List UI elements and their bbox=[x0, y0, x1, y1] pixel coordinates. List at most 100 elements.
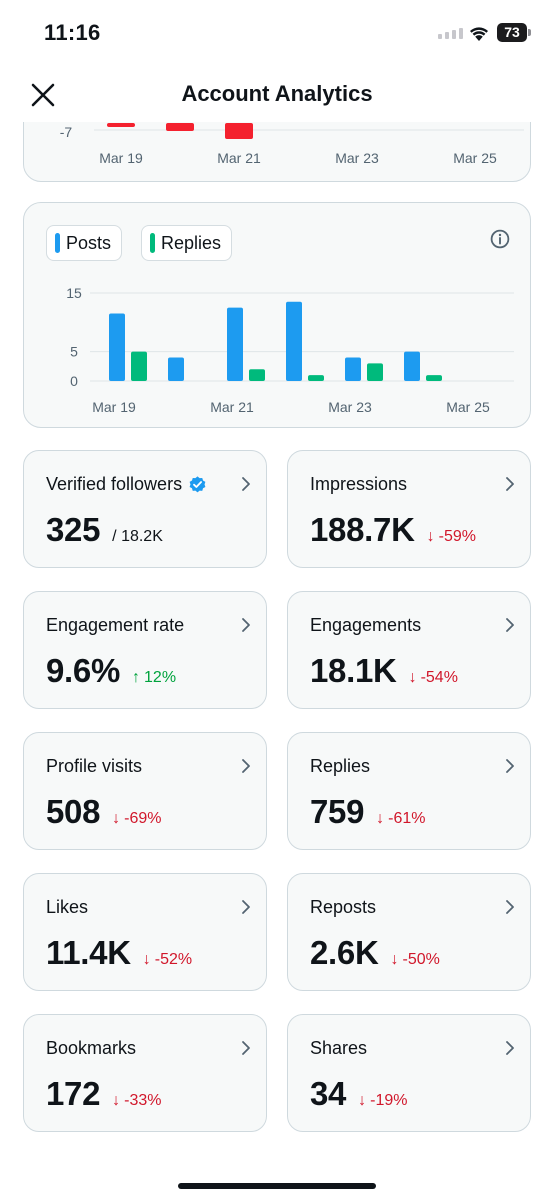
metric-change-value: 12% bbox=[144, 669, 177, 686]
metric-value-row: 188.7K ↓ -59% bbox=[310, 511, 476, 549]
bar-posts bbox=[227, 307, 243, 381]
metric-change: ↓ -69% bbox=[112, 810, 161, 828]
chevron-right-icon bbox=[506, 759, 514, 773]
metric-value: 2.6K bbox=[310, 934, 379, 971]
x-tick-label: Mar 25 bbox=[446, 399, 490, 415]
metric-tile-replies[interactable]: Replies 759 ↓ -61% bbox=[287, 732, 531, 850]
arrow-up-icon: ↑ bbox=[132, 669, 141, 686]
arrow-down-icon: ↓ bbox=[408, 669, 417, 686]
metric-change-value: -50% bbox=[402, 951, 440, 968]
metric-label-text: Bookmarks bbox=[46, 1038, 137, 1058]
chevron-right-icon bbox=[242, 759, 250, 773]
wifi-icon bbox=[470, 27, 488, 41]
metric-label-text: Shares bbox=[310, 1038, 368, 1058]
close-icon[interactable] bbox=[28, 80, 58, 110]
metric-tile-reposts[interactable]: Reposts 2.6K ↓ -50% bbox=[287, 873, 531, 991]
bar-net-followers bbox=[225, 123, 253, 139]
bar-replies bbox=[131, 351, 147, 381]
net-followers-chart: -7 Mar 19 Mar 21 Mar 23 Mar 25 bbox=[60, 123, 524, 166]
metric-value: 172 bbox=[46, 1075, 101, 1112]
bar-posts bbox=[404, 351, 420, 381]
y-tick-label: 5 bbox=[70, 344, 78, 360]
metric-value: 759 bbox=[310, 793, 365, 830]
chevron-right-icon bbox=[506, 900, 514, 914]
metric-label-text: Likes bbox=[46, 897, 89, 917]
metric-tile-bookmarks[interactable]: Bookmarks 172 ↓ -33% bbox=[23, 1014, 267, 1132]
replies-swatch bbox=[150, 233, 155, 253]
legend-replies[interactable]: Replies bbox=[141, 225, 233, 261]
metric-tile-shares[interactable]: Shares 34 ↓ -19% bbox=[287, 1014, 531, 1132]
chevron-right-icon bbox=[506, 618, 514, 632]
metric-change: ↓ -52% bbox=[143, 951, 192, 969]
x-tick-label: Mar 25 bbox=[453, 150, 497, 166]
metric-value: 18.1K bbox=[310, 652, 397, 689]
legend-posts[interactable]: Posts bbox=[46, 225, 123, 261]
posts-replies-chart: 15 5 0 Mar 19 Mar 21 Mar 23 Mar 25 bbox=[66, 285, 514, 415]
legend-replies-label: Replies bbox=[161, 232, 222, 253]
bar-posts bbox=[345, 357, 361, 381]
metric-tile-impressions[interactable]: Impressions 188.7K ↓ -59% bbox=[287, 450, 531, 568]
arrow-down-icon: ↓ bbox=[358, 1092, 367, 1109]
metric-change: ↓ -54% bbox=[409, 669, 458, 687]
metric-value-row: 2.6K ↓ -50% bbox=[310, 934, 440, 972]
arrow-down-icon: ↓ bbox=[142, 951, 151, 968]
metric-label-text: Verified followers bbox=[46, 474, 183, 494]
x-tick-label: Mar 23 bbox=[335, 150, 379, 166]
arrow-down-icon: ↓ bbox=[112, 810, 121, 827]
status-time: 11:16 bbox=[44, 20, 101, 45]
chevron-right-icon bbox=[242, 1041, 250, 1055]
info-circle-icon[interactable] bbox=[490, 229, 510, 249]
metric-value: 9.6% bbox=[46, 652, 121, 689]
chevron-right-icon bbox=[506, 1041, 514, 1055]
y-tick-label: -7 bbox=[60, 124, 73, 140]
metric-tile-engagements[interactable]: Engagements 18.1K ↓ -54% bbox=[287, 591, 531, 709]
metric-value-row: 34 ↓ -19% bbox=[310, 1075, 407, 1113]
metric-value-row: 11.4K ↓ -52% bbox=[46, 934, 192, 972]
posts-swatch bbox=[55, 233, 60, 253]
metric-tile-profile-visits[interactable]: Profile visits 508 ↓ -69% bbox=[23, 732, 267, 850]
metric-change-value: -52% bbox=[154, 951, 193, 968]
metric-value-row: 325 / 18.2K bbox=[46, 511, 163, 549]
posts-replies-chart-card: Posts Replies 15 5 0 Mar 19 Mar 21 Mar 23 Mar … bbox=[23, 202, 531, 428]
metric-label-text: Profile visits bbox=[46, 756, 143, 776]
metric-value: 325 bbox=[46, 511, 101, 548]
status-bar: 11:16 73 bbox=[0, 0, 554, 64]
verified-badge-icon bbox=[189, 476, 206, 493]
metric-change: ↓ -33% bbox=[112, 1092, 161, 1110]
bar-replies bbox=[249, 369, 265, 381]
metric-label-text: Replies bbox=[310, 756, 371, 776]
battery-icon: 73 bbox=[497, 23, 527, 42]
metric-tile-engagement-rate[interactable]: Engagement rate 9.6% ↑ 12% bbox=[23, 591, 267, 709]
y-tick-label: 15 bbox=[66, 285, 82, 301]
metric-tile-likes[interactable]: Likes 11.4K ↓ -52% bbox=[23, 873, 267, 991]
arrow-down-icon: ↓ bbox=[426, 528, 435, 545]
metric-label: Verified followers bbox=[46, 474, 207, 495]
metric-change-value: -19% bbox=[370, 1092, 408, 1109]
bar-posts bbox=[109, 313, 125, 381]
bar-replies bbox=[308, 375, 324, 381]
metric-value: 188.7K bbox=[310, 511, 415, 548]
metric-label: Replies bbox=[310, 756, 370, 777]
bar-net-followers bbox=[107, 123, 135, 127]
chevron-right-icon bbox=[242, 618, 250, 632]
metric-change: ↓ -50% bbox=[391, 951, 440, 969]
metric-label: Impressions bbox=[310, 474, 407, 495]
page-title: Account Analytics bbox=[181, 81, 373, 106]
arrow-down-icon: ↓ bbox=[376, 810, 385, 827]
cellular-signal-icon bbox=[438, 28, 463, 39]
x-tick-label: Mar 21 bbox=[210, 399, 254, 415]
metric-label-text: Impressions bbox=[310, 474, 408, 494]
metric-value-row: 18.1K ↓ -54% bbox=[310, 652, 458, 690]
metric-value: 34 bbox=[310, 1075, 347, 1112]
metric-change: ↓ -59% bbox=[427, 528, 476, 546]
bar-replies bbox=[367, 363, 383, 381]
metric-value: 508 bbox=[46, 793, 101, 830]
metric-tile-verified-followers[interactable]: Verified followers 325 / 18.2K bbox=[23, 450, 267, 568]
bar-posts bbox=[168, 357, 184, 381]
y-tick-label: 0 bbox=[70, 373, 78, 389]
metric-change-value: -59% bbox=[438, 528, 476, 545]
metric-label: Engagements bbox=[310, 615, 421, 636]
home-indicator bbox=[178, 1183, 376, 1189]
chevron-right-icon bbox=[506, 477, 514, 491]
x-tick-label: Mar 23 bbox=[328, 399, 372, 415]
